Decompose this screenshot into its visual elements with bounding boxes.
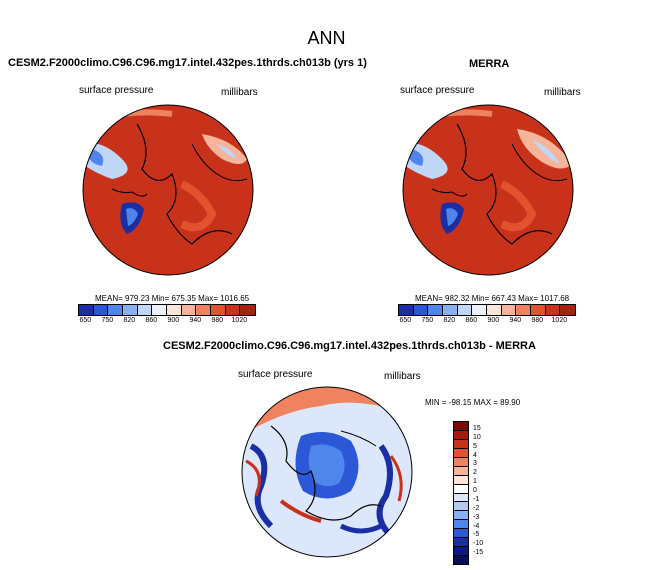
colorbar-tick-label: -15 [473, 549, 484, 557]
colorbar-swatch [399, 305, 414, 315]
colorbar-tick-label: -3 [473, 513, 480, 521]
colorbar-tick-label: 820 [443, 317, 456, 324]
colorbar-tick-label: -10 [473, 540, 484, 548]
colorbar-swatch [454, 475, 468, 485]
colorbar-swatch [166, 305, 182, 315]
panel1-background-field [83, 105, 253, 275]
colorbar-tick-label: 0 [473, 487, 477, 494]
colorbar-swatch [152, 305, 167, 315]
colorbar-tick-label: 980 [531, 317, 544, 324]
colorbar-tick-label: -1 [473, 495, 480, 503]
colorbar-tick-label: 5 [473, 442, 477, 450]
colorbar-swatch [79, 305, 94, 315]
panel1-stats: MEAN= 979.23 Min= 675.35 Max= 1016.65 [95, 294, 250, 303]
colorbar-tick-label: 650 [79, 317, 92, 324]
colorbar-tick-label: 860 [145, 317, 158, 324]
colorbar-tick-label: -4 [473, 522, 480, 530]
colorbar-tick-label: 940 [189, 317, 202, 324]
panel1-colorbar [78, 304, 256, 316]
colorbar-swatch [196, 305, 211, 315]
colorbar-tick-label: 900 [487, 317, 500, 324]
colorbar-swatch [108, 305, 123, 315]
panel1-units-label: millibars [221, 87, 258, 98]
colorbar-swatch [516, 305, 531, 315]
colorbar-swatch [454, 430, 468, 440]
colorbar-tick-label: 2 [473, 469, 477, 477]
panel2-title: MERRA [469, 58, 510, 70]
colorbar-swatch [454, 466, 468, 476]
colorbar-swatch [210, 305, 226, 315]
colorbar-swatch [472, 305, 487, 315]
colorbar-swatch [240, 305, 255, 315]
colorbar-tick-label: -2 [473, 504, 480, 512]
colorbar-tick-label: 10 [473, 433, 481, 441]
colorbar-swatch [454, 502, 468, 512]
colorbar-swatch [560, 305, 575, 315]
colorbar-swatch [454, 457, 468, 467]
panel2-units-label: millibars [544, 87, 581, 98]
colorbar-tick-label: 750 [421, 317, 434, 324]
colorbar-swatch [454, 484, 468, 494]
panel2-colorbar [398, 304, 576, 316]
panel1-title: CESM2.F2000climo.C96.C96.mg17.intel.432p… [8, 57, 367, 69]
colorbar-swatch [501, 305, 517, 315]
colorbar-swatch [454, 422, 468, 431]
colorbar-tick-label: 1 [473, 478, 477, 486]
panel3-title: CESM2.F2000climo.C96.C96.mg17.intel.432p… [163, 340, 536, 352]
colorbar-swatch [530, 305, 546, 315]
colorbar-swatch [454, 493, 468, 503]
colorbar-swatch [454, 547, 468, 557]
panel3-colorbar [453, 421, 469, 565]
colorbar-tick-label: 15 [473, 424, 481, 432]
panel2-stats: MEAN= 982.32 Min= 667.43 Max= 1017.68 [415, 294, 570, 303]
colorbar-swatch [137, 305, 153, 315]
colorbar-swatch [181, 305, 197, 315]
main-title: ANN [307, 28, 346, 48]
colorbar-swatch [457, 305, 473, 315]
colorbar-tick-label: 1020 [231, 317, 248, 324]
colorbar-swatch [454, 439, 468, 449]
colorbar-tick-label: 900 [167, 317, 180, 324]
colorbar-swatch [122, 305, 138, 315]
colorbar-tick-label: 1020 [551, 317, 568, 324]
panel2-map [402, 104, 574, 276]
colorbar-swatch [428, 305, 443, 315]
colorbar-tick-label: 860 [465, 317, 478, 324]
panel1-variable-label: surface pressure [79, 85, 154, 96]
colorbar-tick-label: -5 [473, 531, 480, 539]
colorbar-swatch [454, 511, 468, 521]
colorbar-tick-label: 940 [509, 317, 522, 324]
colorbar-tick-label: 750 [101, 317, 114, 324]
colorbar-swatch [225, 305, 241, 315]
panel2-variable-label: surface pressure [400, 85, 475, 96]
panel3-stats: MIN = -98.15 MAX = 89.90 [425, 398, 521, 407]
panel1-map [82, 104, 254, 276]
colorbar-tick-label: 820 [123, 317, 136, 324]
panel2-background-field [403, 105, 573, 275]
colorbar-swatch [454, 556, 468, 564]
colorbar-swatch [454, 538, 468, 548]
panel3-units-label: millibars [384, 371, 421, 382]
colorbar-swatch [93, 305, 109, 315]
panel3-map [241, 386, 413, 558]
colorbar-swatch [454, 448, 468, 458]
colorbar-tick-label: 980 [211, 317, 224, 324]
colorbar-tick-label: 650 [399, 317, 412, 324]
colorbar-swatch [413, 305, 429, 315]
colorbar-swatch [442, 305, 458, 315]
colorbar-swatch [486, 305, 502, 315]
colorbar-tick-label: 3 [473, 460, 477, 468]
colorbar-tick-label: 4 [473, 451, 477, 459]
colorbar-swatch [545, 305, 561, 315]
colorbar-swatch [454, 529, 468, 539]
panel3-variable-label: surface pressure [238, 369, 313, 380]
colorbar-swatch [454, 520, 468, 530]
